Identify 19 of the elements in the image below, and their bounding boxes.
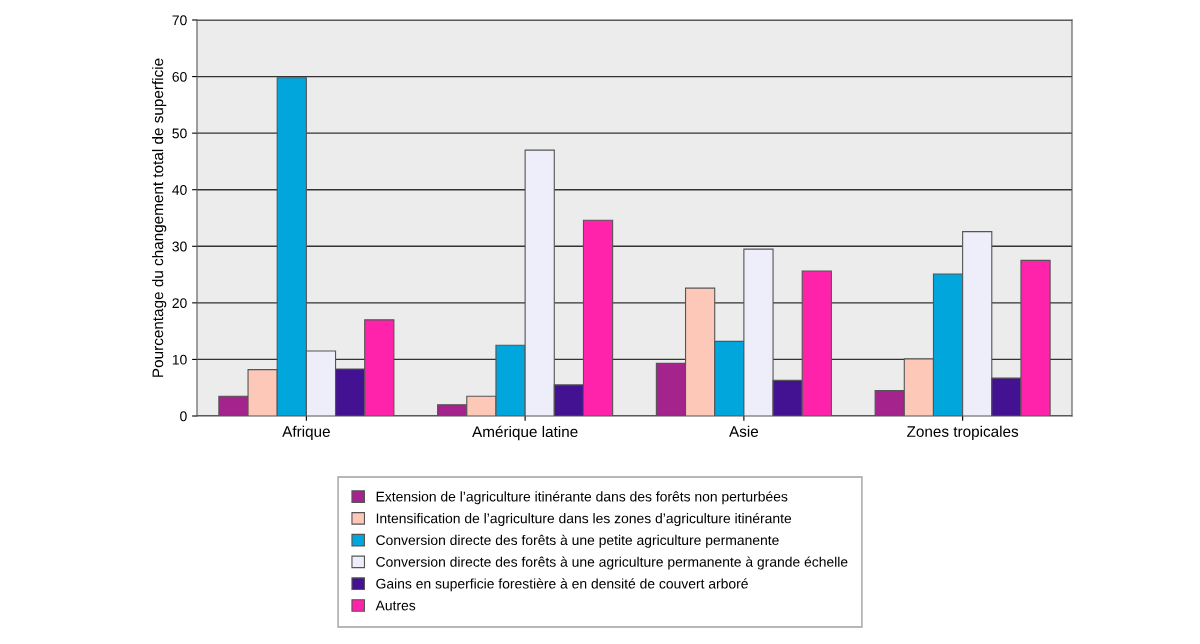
x-tick-label: Asie — [729, 425, 759, 437]
y-tick-label: 40 — [172, 185, 187, 195]
legend-label: Autres — [375, 600, 416, 611]
legend-label: Conversion directe des forêts à une agriculture permanente à grande échelle — [376, 556, 848, 570]
legend-label: Extension de l’agriculture itinérante dans des forêts non perturbées — [376, 491, 788, 505]
legend-label: Intensification de l’agriculture dans les zones d’agriculture itinérante — [376, 512, 792, 527]
y-tick-label: 60 — [172, 71, 187, 82]
y-axis-title: Pourcentage du changement total de superficie — [152, 58, 167, 377]
x-tick-label: Zones tropicales — [907, 425, 1019, 440]
legend-label: Conversion directe des forêts à une petite agriculture permanente — [376, 534, 779, 548]
y-tick-label: 50 — [172, 128, 187, 139]
y-tick-label: 20 — [172, 298, 187, 309]
y-tick-label: 30 — [172, 241, 187, 252]
x-tick-label: Afrique — [282, 425, 330, 440]
y-tick-label: 10 — [172, 354, 187, 365]
y-tick-label: 0 — [180, 411, 187, 422]
legend-label: Gains en superficie forestière à en densité de couvert arboré — [376, 578, 748, 592]
y-tick-label: 70 — [172, 15, 187, 26]
x-tick-label: Amérique latine — [472, 425, 578, 441]
